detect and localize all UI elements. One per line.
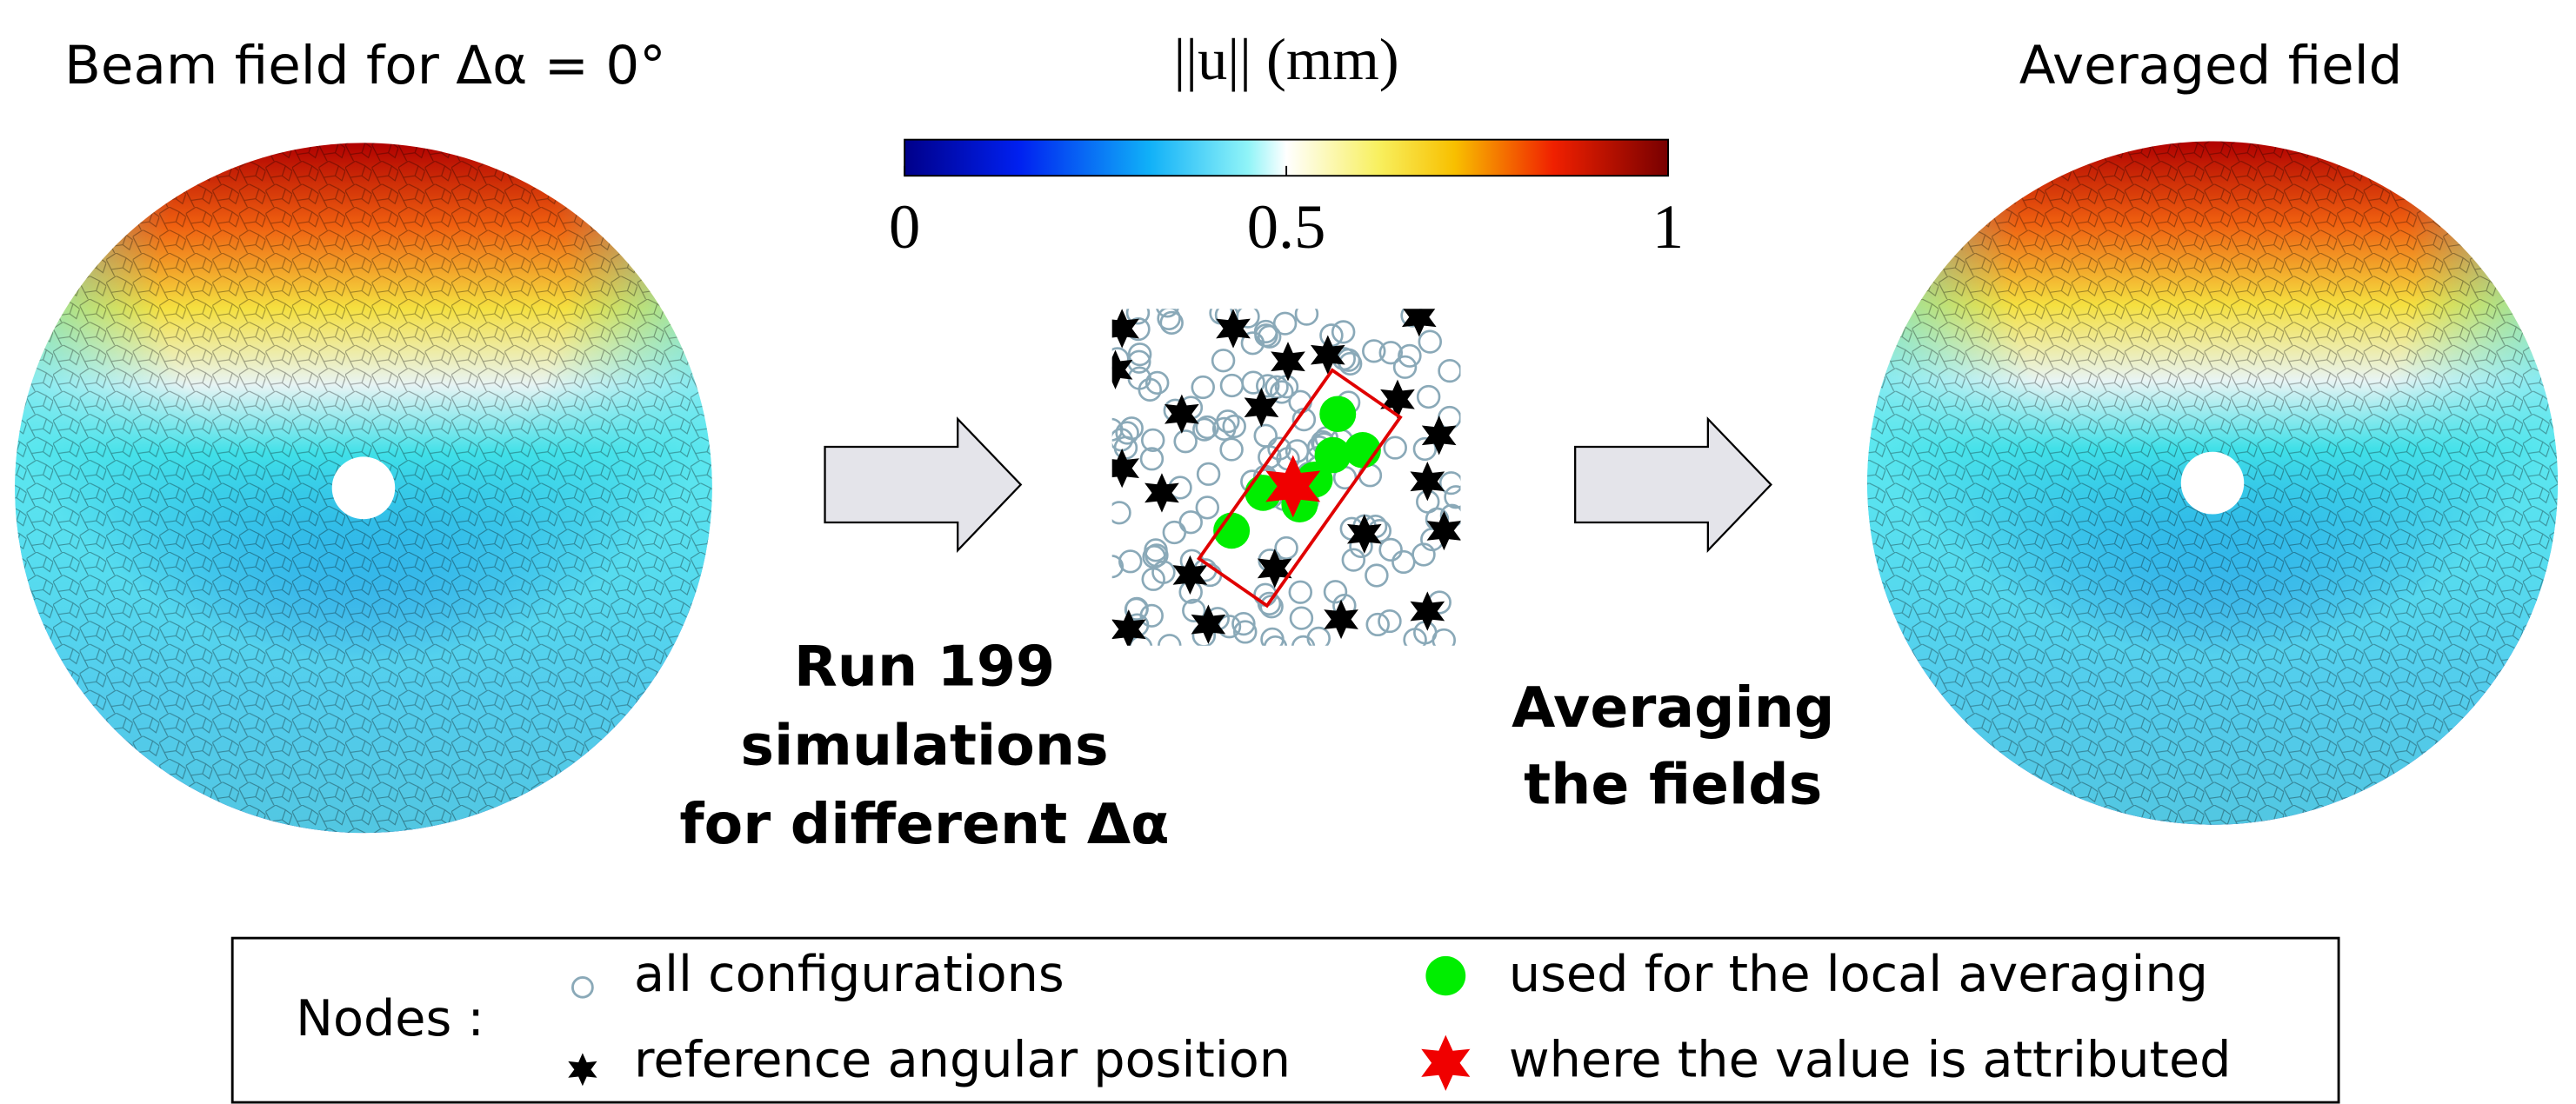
legend-icon: [1421, 1035, 1470, 1091]
node-star: [1427, 511, 1462, 550]
node: [1255, 425, 1277, 447]
node: [1175, 430, 1197, 452]
node: [1197, 497, 1218, 519]
right-disk: [1867, 142, 2558, 825]
arrow: [825, 419, 1021, 550]
step-text: Run 199: [794, 635, 1055, 700]
node: [1392, 551, 1414, 573]
node-inset: [1098, 296, 1467, 658]
legend-item: all configurations: [634, 946, 1064, 1003]
node: [1365, 565, 1387, 587]
step-text: Averaging: [1512, 675, 1834, 741]
left-disk: [15, 143, 712, 833]
node-star: [1422, 416, 1457, 455]
step-text: the fields: [1524, 753, 1822, 818]
node: [1117, 422, 1138, 444]
legend-icon: [572, 977, 592, 997]
node-star: [1104, 309, 1139, 348]
legend-item: used for the local averaging: [1509, 946, 2208, 1003]
node: [1130, 636, 1151, 658]
node: [1265, 636, 1286, 658]
node: [1419, 331, 1441, 353]
node: [1291, 608, 1312, 629]
node: [1212, 349, 1234, 371]
node: [1217, 410, 1238, 432]
node: [1292, 636, 1314, 658]
legend-item: reference angular position: [634, 1032, 1291, 1089]
node-star: [1380, 380, 1415, 419]
node-star: [1216, 309, 1251, 348]
node: [1321, 325, 1343, 347]
step-text: for different Δα: [679, 792, 1169, 857]
arrow: [1575, 419, 1771, 550]
colorbar-label: ||u|| (mm): [1174, 27, 1399, 93]
node: [1164, 522, 1185, 543]
legend-title: Nodes :: [296, 990, 484, 1047]
colorbar-tick-label: 1: [1652, 192, 1684, 262]
right-title: Averaged field: [2019, 36, 2403, 96]
node: [1262, 628, 1284, 650]
left-title: Beam field for Δα = 0°: [64, 36, 666, 96]
node: [1367, 614, 1389, 635]
colorbar-tick-label: 0.5: [1247, 192, 1326, 262]
node: [1296, 303, 1318, 325]
figure: Beam field for Δα = 0° Averaged field ||…: [0, 0, 2576, 1104]
legend-icon: [568, 1053, 597, 1086]
node: [1439, 360, 1461, 382]
step-text: simulations: [740, 714, 1108, 779]
node-star: [1191, 604, 1226, 643]
node: [1380, 539, 1402, 561]
legend-icon: [1425, 956, 1465, 995]
page: Beam field for Δα = 0° Averaged field ||…: [0, 0, 2576, 1104]
node: [1418, 386, 1439, 408]
node: [1158, 635, 1180, 656]
legend-item: where the value is attributed: [1509, 1032, 2232, 1089]
node: [1290, 582, 1311, 603]
node: [1119, 551, 1141, 573]
node: [1221, 439, 1243, 461]
node: [1385, 437, 1406, 459]
node-used: [1319, 396, 1356, 432]
node: [1192, 376, 1214, 398]
node: [1221, 375, 1243, 396]
colorbar-tick-label: 0: [889, 192, 920, 262]
node: [1276, 537, 1298, 559]
node: [1198, 463, 1219, 485]
node-star: [1410, 591, 1445, 630]
node: [1109, 502, 1131, 524]
